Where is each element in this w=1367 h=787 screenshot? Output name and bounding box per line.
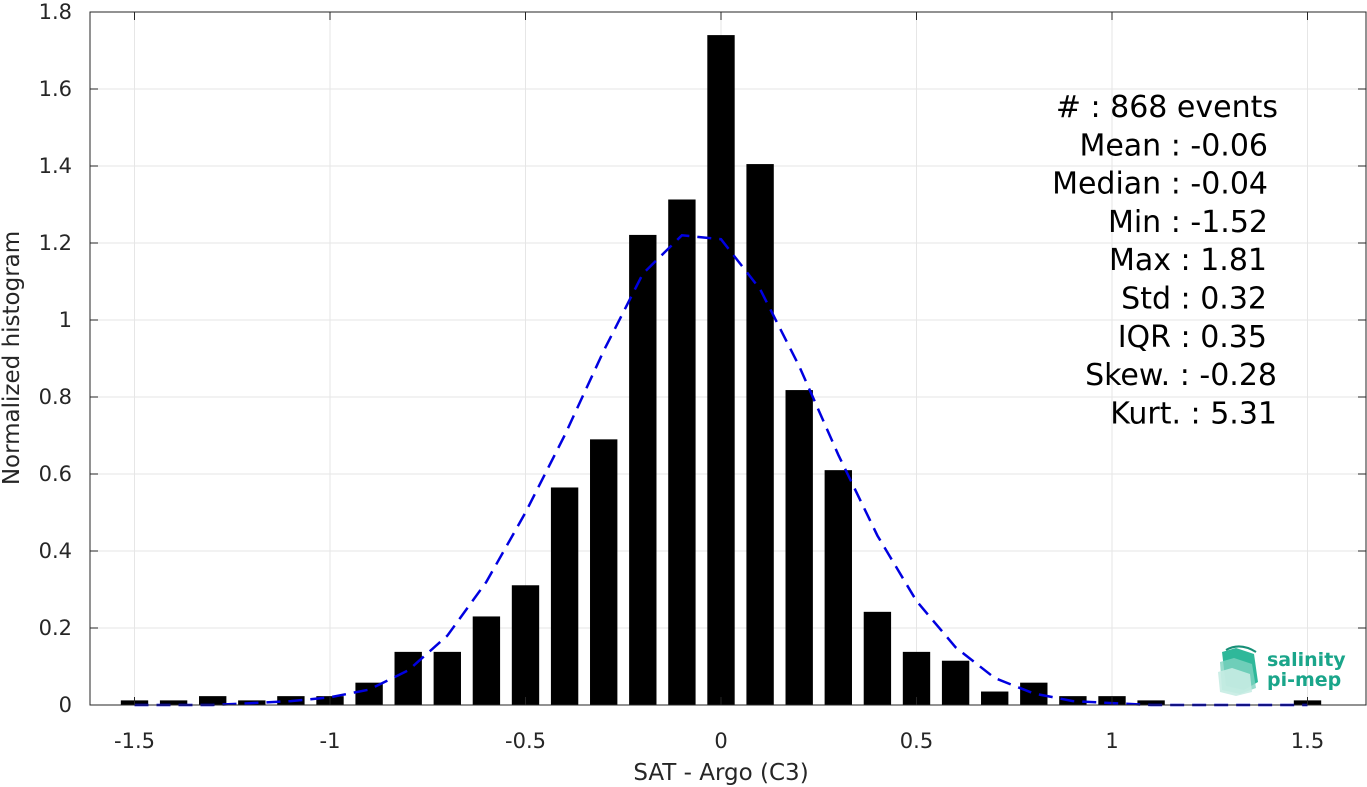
histogram-bar-8 — [433, 651, 461, 705]
stat-line-8: Kurt. : 5.31 — [1110, 396, 1277, 431]
histogram-bar-20 — [902, 651, 931, 705]
histogram-bar-16 — [746, 164, 774, 705]
axes-frame — [89, 11, 1367, 706]
x-tick-label-6: 1.5 — [1291, 729, 1324, 753]
y-tick-label-7: 1.4 — [39, 154, 72, 178]
stat-line-0: # : 868 events — [1056, 90, 1278, 125]
y-tick-label-2: 0.4 — [39, 539, 72, 563]
histogram-bar-15 — [707, 35, 735, 706]
logo-text-salinity: salinity — [1267, 649, 1346, 671]
histogram-bar-22 — [981, 691, 1009, 705]
logo-text-pi-mep: pi-mep — [1267, 669, 1341, 691]
histogram-bars — [120, 35, 1322, 706]
y-tick-label-1: 0.2 — [39, 616, 72, 640]
y-tick-label-8: 1.6 — [39, 77, 72, 101]
histogram-bar-2 — [199, 696, 227, 705]
x-axis-label: SAT - Argo (C3) — [633, 760, 808, 786]
x-tick-label-2: -0.5 — [505, 729, 546, 753]
histogram-bar-10 — [511, 585, 540, 705]
x-tick-label-4: 0.5 — [900, 729, 933, 753]
histogram-bar-11 — [550, 487, 579, 705]
histogram-bar-26 — [1137, 700, 1165, 705]
histogram-bar-7 — [394, 651, 422, 705]
histogram-bar-14 — [668, 199, 696, 705]
stat-line-3: Min : -1.52 — [1108, 205, 1268, 240]
histogram-bar-9 — [472, 616, 501, 705]
histogram-bar-1 — [159, 700, 188, 705]
stat-line-1: Mean : -0.06 — [1079, 128, 1268, 163]
stat-line-5: Std : 0.32 — [1121, 282, 1267, 317]
x-tick-label-0: -1.5 — [114, 729, 155, 753]
histogram-bar-13 — [629, 234, 657, 706]
histogram-bar-6 — [355, 682, 383, 705]
stat-line-6: IQR : 0.35 — [1118, 320, 1267, 355]
histogram-bar-19 — [863, 611, 892, 705]
histogram-bar-23 — [1020, 682, 1048, 705]
logo-waves-icon — [1218, 645, 1258, 696]
plot-border — [89, 11, 1367, 706]
y-tick-label-3: 0.6 — [39, 462, 72, 486]
x-tick-label-3: 0 — [714, 729, 727, 753]
x-tick-label-5: 1 — [1105, 729, 1118, 753]
y-tick-label-0: 0 — [59, 693, 72, 717]
x-tick-labels: -1.5 -1 -0.5 0 0.5 1 1.5 — [114, 729, 1324, 753]
y-tick-label-9: 1.8 — [39, 0, 72, 24]
stat-line-7: Skew. : -0.28 — [1085, 358, 1277, 393]
y-axis-label: Normalized histogram — [0, 231, 25, 485]
x-tick-label-1: -1 — [320, 729, 341, 753]
salinity-pi-mep-logo: salinity pi-mep — [1218, 645, 1346, 696]
histogram-bar-17 — [785, 390, 813, 705]
y-tick-label-4: 0.8 — [39, 385, 72, 409]
y-tick-labels: 0 0.2 0.4 0.6 0.8 1 1.2 1.4 1.6 1.8 — [39, 0, 72, 717]
y-tick-label-6: 1.2 — [39, 231, 72, 255]
stat-line-4: Max : 1.81 — [1109, 243, 1267, 278]
histogram-bar-18 — [824, 470, 852, 705]
histogram-bar-21 — [941, 660, 970, 705]
y-tick-label-5: 1 — [59, 308, 72, 332]
histogram-bar-12 — [590, 439, 618, 705]
stat-line-2: Median : -0.04 — [1052, 167, 1268, 202]
